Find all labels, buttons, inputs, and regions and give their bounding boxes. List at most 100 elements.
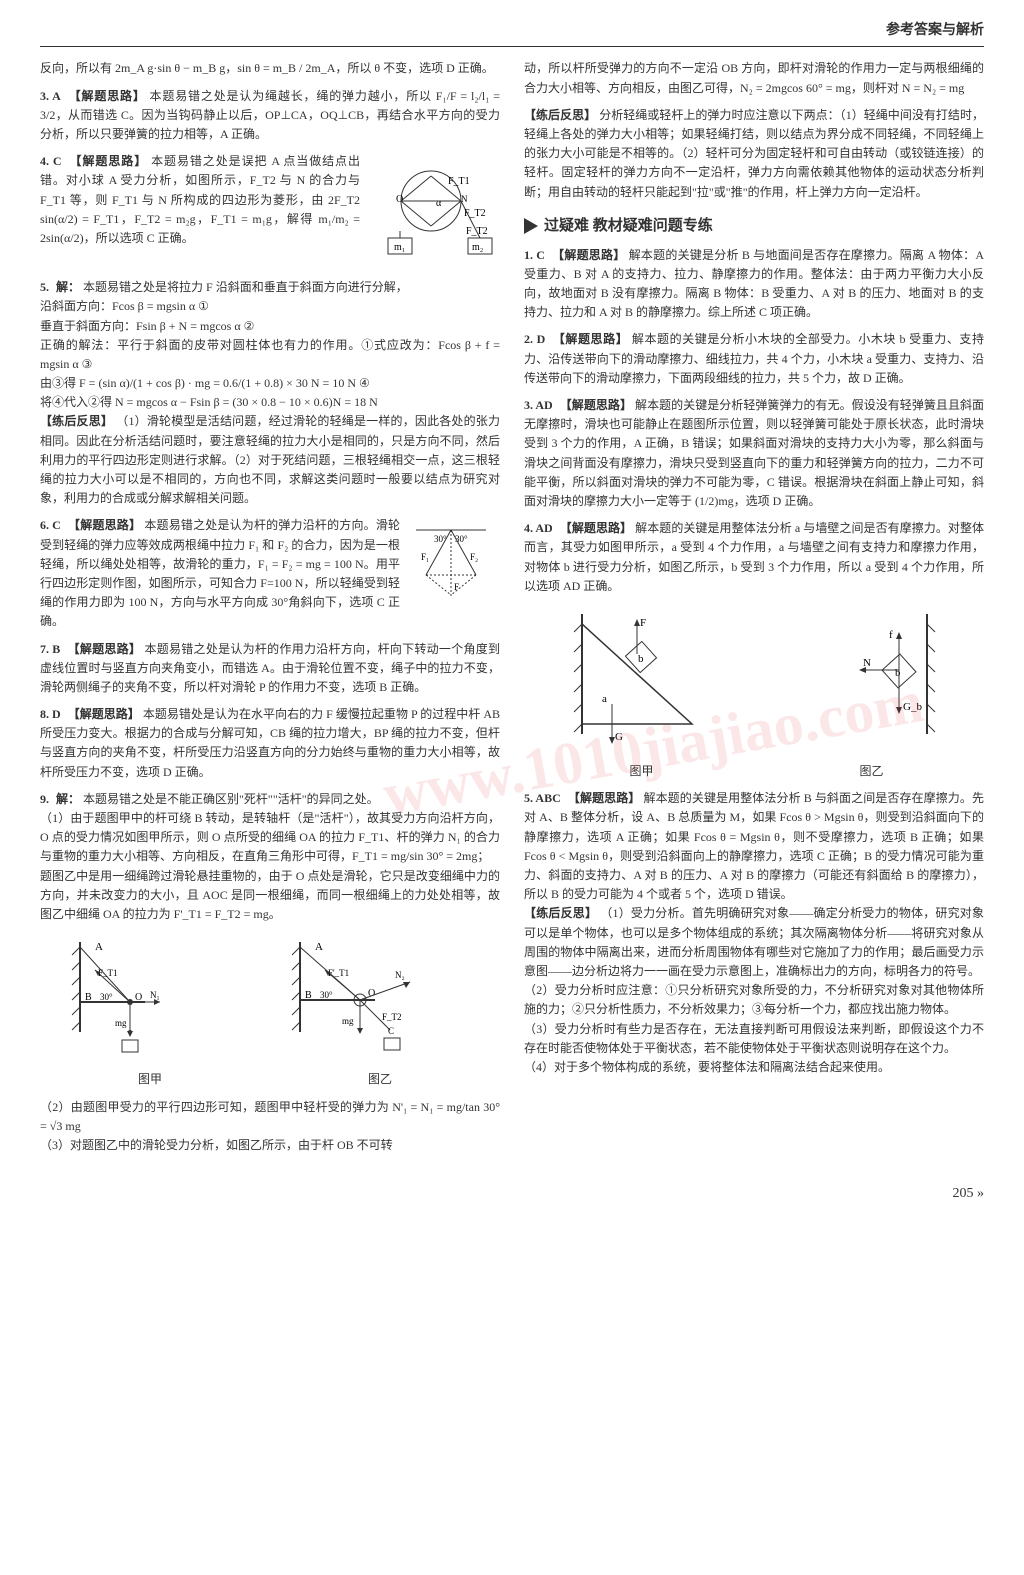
right-q5: 5. ABC 【解题思路】 解本题的关键是用整体法分析 B 与斜面之间是否存在摩…	[524, 789, 984, 1077]
r-q5-text: 解本题的关键是用整体法分析 B 与斜面之间是否存在摩擦力。先对 A、B 整体分析…	[524, 791, 984, 901]
q5-label: 解：	[56, 280, 80, 294]
svg-text:F: F	[640, 617, 646, 629]
svg-text:b: b	[895, 667, 901, 679]
page-number: 205 »	[40, 1183, 984, 1205]
r-q4-caption-left: 图甲	[562, 762, 722, 781]
q5-reflection-label: 【练后反思】	[40, 414, 113, 428]
svg-text:B: B	[85, 992, 92, 1003]
svg-text:N₂: N₂	[395, 970, 405, 980]
svg-text:F₁: F₁	[421, 552, 429, 562]
r-q5-label: 【解题思路】	[568, 791, 641, 805]
r-q4-caption-right: 图乙	[797, 762, 947, 781]
svg-text:G_b: G_b	[903, 701, 922, 713]
svg-text:mg: mg	[342, 1016, 354, 1026]
q9-label: 解：	[56, 792, 80, 806]
q9-line1: （1）由于题图甲中的杆可绕 B 转动，是转轴杆（是"活杆"），故其受力方向沿杆方…	[40, 809, 500, 867]
page-num-suffix: »	[977, 1186, 984, 1201]
left-column: 反向，所以有 2m_A g·sin θ − m_B g，sin θ = m_B …	[40, 59, 500, 1163]
q5-line3: 正确的解法：平行于斜面的皮带对圆柱体也有力的作用。①式应改为：Fcos β + …	[40, 336, 500, 374]
q9-line2: 题图乙中是用一细绳跨过滑轮悬挂重物的，由于 O 点处是滑轮，它只是改变细绳中力的…	[40, 867, 500, 925]
page-num-value: 205	[953, 1186, 974, 1201]
r-q5-refl-1: （2）受力分析时应注意：①只分析研究对象所受的力，不分析研究对象对其他物体所施的…	[524, 981, 984, 1019]
right-q2: 2. D 【解题思路】 解本题的关键是分析小木块的全部受力。小木块 b 受重力、…	[524, 330, 984, 388]
q3-num: 3. A	[40, 89, 61, 103]
q4-num: 4. C	[40, 154, 62, 168]
svg-text:m₁: m₁	[394, 242, 405, 253]
svg-text:30°: 30°	[320, 990, 333, 1000]
right-column: 动，所以杆所受弹力的方向不一定沿 OB 方向，即杆对滑轮的作用力一定与两根细绳的…	[524, 59, 984, 1163]
r-q1-num: 1. C	[524, 248, 545, 262]
q6-num: 6. C	[40, 518, 61, 532]
question-6: F F₁ F₂ 30° 30° 6. C 【解题思路】 本题易错之处是认为杆的弹…	[40, 516, 500, 631]
svg-text:N: N	[461, 194, 468, 204]
svg-text:30°: 30°	[455, 534, 468, 544]
r-q4-label: 【解题思路】	[560, 521, 632, 535]
q5-line4: 由③得 F = (sin α)/(1 + cos β) · mg = 0.6/(…	[40, 374, 500, 393]
svg-text:F_T1: F_T1	[448, 176, 470, 187]
svg-text:b: b	[638, 653, 644, 665]
q3-label: 【解题思路】	[69, 89, 146, 103]
q6-label: 【解题思路】	[68, 518, 141, 532]
r-q5-refl-3: （4）对于多个物体构成的系统，要将整体法和隔离法结合起来使用。	[524, 1058, 984, 1077]
r-q3-text: 解本题的关键是分析轻弹簧弹力的有无。假设没有轻弹簧且且斜面无摩擦时，滑块也可能静…	[524, 398, 984, 508]
svg-text:F_T2: F_T2	[464, 208, 486, 219]
right-q1: 1. C 【解题思路】 解本题的关键是分析 B 与地面间是否存在摩擦力。隔离 A…	[524, 246, 984, 323]
content-columns: 反向，所以有 2m_A g·sin θ − m_B g，sin θ = m_B …	[40, 59, 984, 1163]
q9-diagram-right: A B 30° O F'_T1 N₂	[280, 932, 480, 1089]
q4-diagram: O F_T1 α m₁ m₂ F_T2 F_T2 N	[366, 156, 496, 266]
svg-text:30°: 30°	[100, 992, 113, 1002]
q9-after2: （3）对题图乙中的滑轮受力分析，如图乙所示，由于杆 OB 不可转	[40, 1136, 500, 1155]
q8-num: 8. D	[40, 707, 61, 721]
svg-text:f: f	[889, 629, 893, 641]
q5-line5: 将④代入②得 N = mgcos α − Fsin β = (30 × 0.8 …	[40, 393, 500, 412]
question-9: 9. 解： 本题易错之处是不能正确区别"死杆""活杆"的异同之处。 （1）由于题…	[40, 790, 500, 1155]
q5-line1: 沿斜面方向：Fcos β = mgsin α ①	[40, 297, 500, 316]
section-title: 过疑难 教材疑难问题专练	[544, 214, 713, 238]
svg-text:m₂: m₂	[472, 242, 483, 253]
right-q4: 4. AD 【解题思路】 解本题的关键是用整体法分析 a 与墙壁之间是否有摩擦力…	[524, 519, 984, 781]
question-7: 7. B 【解题思路】 本题易错之处是认为杆的作用力沿杆方向，杆向下转动一个角度…	[40, 640, 500, 698]
svg-text:O: O	[368, 988, 375, 999]
r-q4-num: 4. AD	[524, 521, 553, 535]
r-q4-diagram-right: b f N G_b 图乙	[797, 604, 947, 781]
svg-text:A: A	[315, 941, 323, 953]
q9-after1: （2）由题图甲受力的平行四边形可知，题图甲中轻杆受的弹力为 N'₁ = N₁ =…	[40, 1098, 500, 1136]
q9-caption-left: 图甲	[60, 1070, 240, 1089]
svg-text:mg: mg	[115, 1018, 127, 1028]
svg-text:α: α	[436, 198, 442, 209]
svg-text:F₂: F₂	[470, 552, 478, 562]
svg-text:B: B	[305, 990, 312, 1001]
q5-line2: 垂直于斜面方向：Fsin β + N = mgcos α ②	[40, 317, 500, 336]
page-header: 参考答案与解析	[40, 20, 984, 47]
r-q1-label: 【解题思路】	[552, 248, 625, 262]
r-q3-label: 【解题思路】	[560, 398, 632, 412]
q5-num: 5.	[40, 280, 49, 294]
svg-text:A: A	[95, 941, 103, 953]
q5-line0: 本题易错之处是将拉力 F 沿斜面和垂直于斜面方向进行分解，	[83, 280, 408, 294]
svg-text:N: N	[863, 657, 871, 669]
question-4: O F_T1 α m₁ m₂ F_T2 F_T2 N	[40, 152, 500, 270]
svg-text:O: O	[135, 992, 142, 1003]
r-q5-num: 5. ABC	[524, 791, 561, 805]
svg-text:a: a	[602, 693, 607, 705]
section-header: 过疑难 教材疑难问题专练	[524, 214, 984, 238]
svg-text:F_T2: F_T2	[466, 226, 488, 237]
right-reflection: 【练后反思】 分析轻绳或轻杆上的弹力时应注意以下两点：（1）轻绳中间没有打结时，…	[524, 106, 984, 202]
r-q2-label: 【解题思路】	[553, 332, 628, 346]
q6-text: 本题易错之处是认为杆的弹力沿杆的方向。滑轮受到轻绳的弹力应等效成两根绳中拉力 F…	[40, 518, 400, 628]
r-q2-num: 2. D	[524, 332, 545, 346]
q7-label: 【解题思路】	[68, 642, 142, 656]
question-8: 8. D 【解题思路】 本题易错处是认为在水平向右的力 F 缓慢拉起重物 P 的…	[40, 705, 500, 782]
left-opening: 反向，所以有 2m_A g·sin θ − m_B g，sin θ = m_B …	[40, 59, 500, 78]
r-q5-refl-2: （3）受力分析时有些力是否存在，无法直接判断可用假设法来判断，即假设这个力不存在…	[524, 1020, 984, 1058]
question-5: 5. 解： 本题易错之处是将拉力 F 沿斜面和垂直于斜面方向进行分解， 沿斜面方…	[40, 278, 500, 508]
svg-text:30°: 30°	[434, 534, 447, 544]
q9-diagram-pair: A B 30° O F_T1 N₁	[40, 932, 500, 1089]
right-reflection-label: 【练后反思】	[524, 108, 596, 122]
svg-text:O: O	[396, 194, 403, 205]
question-3: 3. A 【解题思路】 本题易错之处是认为绳越长，绳的弹力越小，所以 F₁/F …	[40, 87, 500, 145]
flag-icon	[524, 218, 538, 234]
svg-text:F: F	[454, 582, 459, 592]
q6-diagram: F F₁ F₂ 30° 30°	[406, 520, 496, 605]
q9-line0: 本题易错之处是不能正确区别"死杆""活杆"的异同之处。	[83, 792, 379, 806]
